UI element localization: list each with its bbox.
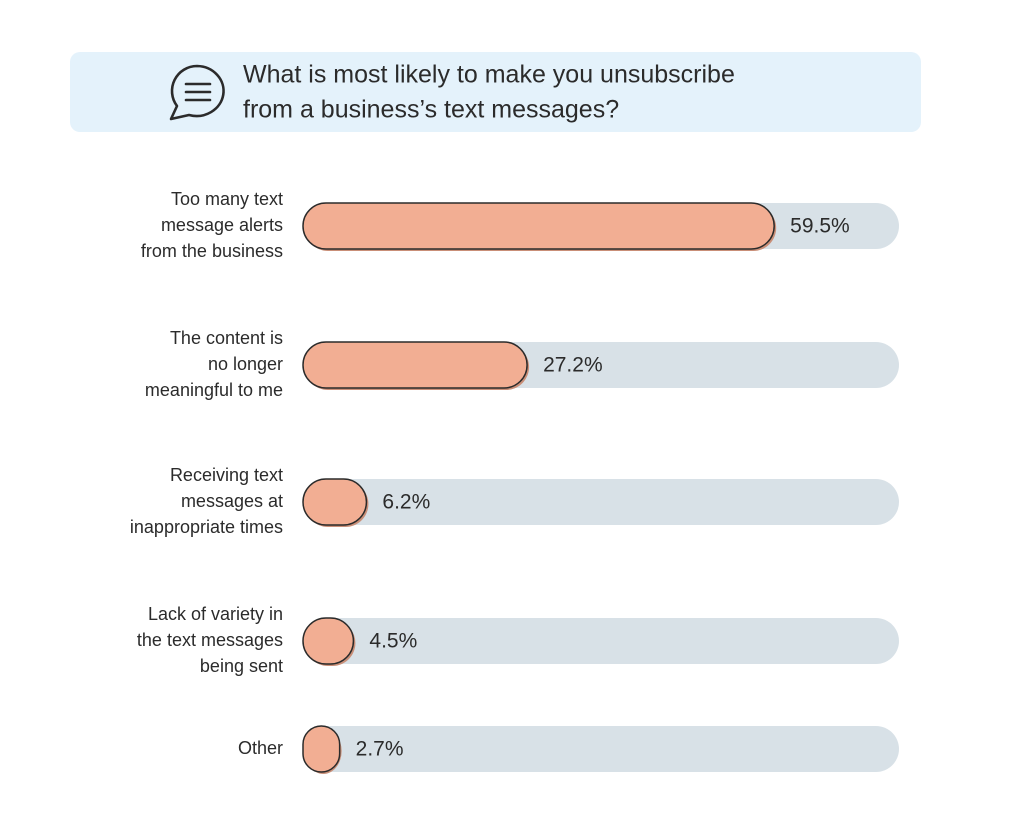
value-label: 6.2% [382,491,430,514]
value-label: 4.5% [369,630,417,653]
category-label: meaningful to me [145,380,283,400]
category-label: Lack of variety in [148,604,283,624]
value-label: 59.5% [790,215,850,238]
bar-track [303,479,899,525]
bar-track [303,618,899,664]
category-label: Other [238,738,283,758]
category-label: the text messages [137,630,283,650]
chart-title: What is most likely to make you unsubscr… [243,61,735,89]
title-panel [70,52,921,132]
value-label: 2.7% [356,738,404,761]
category-label: no longer [208,354,283,374]
chart-title: from a business’s text messages? [243,96,619,124]
category-label: Receiving text [170,465,283,485]
bar [302,341,528,389]
category-label: Too many text [171,189,283,209]
category-label: messages at [181,491,283,511]
bar [302,725,341,773]
category-label: inappropriate times [130,517,283,537]
category-label: message alerts [161,215,283,235]
value-label: 27.2% [543,354,603,377]
category-label: being sent [200,656,283,676]
category-label: from the business [141,241,283,261]
chat-icon [169,64,225,121]
bar [302,202,775,250]
bar [302,478,368,526]
category-label: The content is [170,328,283,348]
bar [302,617,355,665]
bar-track [303,726,899,772]
